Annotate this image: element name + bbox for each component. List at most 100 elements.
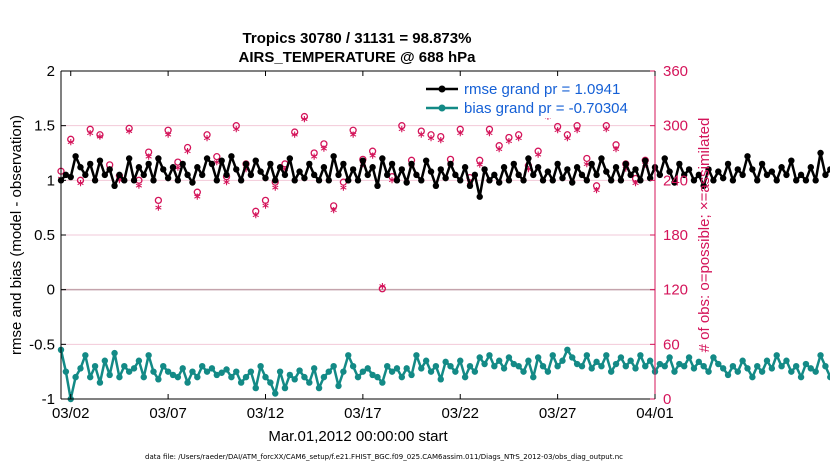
legend-bias-label: bias grand pr = -0.70304 [464, 100, 628, 117]
rmse-point [340, 160, 347, 168]
bias-point [301, 373, 308, 381]
bias-point [369, 371, 376, 379]
rmse-point [164, 174, 172, 182]
obs-possible-point [183, 143, 192, 152]
bias-point [121, 363, 128, 370]
bias-point [481, 360, 488, 368]
rmse-point [525, 155, 532, 162]
rmse-point [135, 164, 143, 171]
bias-point [442, 358, 449, 366]
rmse-point [710, 177, 717, 184]
bias-point [228, 373, 235, 381]
rmse-point [442, 174, 449, 182]
obs-possible-point [320, 140, 328, 148]
rmse-point [783, 171, 790, 179]
bias-point [812, 368, 819, 375]
rmse-point [96, 157, 104, 164]
obs-assimilated-point: * [204, 134, 211, 149]
bias-point [500, 365, 508, 372]
bias-point [783, 357, 790, 364]
bias-point [671, 368, 678, 375]
obs-possible-point [232, 122, 240, 130]
rmse-point [758, 160, 766, 168]
rmse-point [588, 160, 595, 168]
y-tick-label-right: 180 [663, 227, 688, 244]
bias-point [267, 379, 274, 386]
rmse-point [681, 171, 688, 179]
rmse-point [656, 171, 664, 179]
rmse-point [530, 171, 537, 179]
bias-point [593, 358, 600, 366]
rmse-point [422, 157, 430, 164]
rmse-point [189, 179, 196, 186]
rmse-point [130, 177, 138, 184]
obs-possible-point [583, 154, 591, 163]
obs-assimilated-point: * [165, 131, 172, 146]
y-tick-label-right: 0 [663, 391, 671, 408]
bias-point [676, 360, 683, 368]
bias-point [476, 354, 483, 361]
bias-point [208, 365, 216, 372]
bias-point [461, 373, 469, 381]
rmse-point [719, 174, 727, 182]
bias-point [544, 368, 552, 375]
bias-point [505, 354, 513, 361]
bias-point [422, 357, 430, 364]
rmse-point [82, 171, 89, 179]
y-tick-label: -0.5 [29, 336, 55, 353]
rmse-point [471, 171, 479, 179]
bias-point [802, 360, 810, 368]
obs-possible-point [573, 122, 581, 130]
obs-possible-point [505, 133, 513, 142]
obs-possible-point [125, 124, 133, 133]
rmse-point [685, 166, 693, 173]
bias-point [612, 360, 620, 368]
chart-subtitle: AIRS_TEMPERATURE @ 688 hPa [239, 49, 477, 66]
rmse-point [286, 155, 294, 162]
rmse-point [150, 177, 157, 184]
rmse-point [125, 155, 133, 162]
obs-assimilated-point: * [233, 125, 240, 140]
rmse-point [817, 149, 824, 157]
y-tick-label: -1 [42, 391, 55, 408]
bias-point [457, 357, 464, 364]
bias-point [325, 368, 332, 375]
bias-point [398, 373, 406, 381]
rmse-point [427, 168, 435, 175]
bias-point [534, 354, 542, 361]
rmse-point [160, 166, 167, 173]
rmse-point [520, 177, 527, 184]
bias-point [101, 357, 109, 364]
rmse-point [330, 153, 337, 160]
bias-point [724, 371, 732, 379]
obs-possible-point [437, 132, 445, 141]
obs-assimilated-point: * [252, 211, 259, 226]
rmse-point [408, 160, 415, 168]
rmse-point [101, 171, 109, 179]
bias-point [330, 363, 337, 370]
bias-point [603, 352, 610, 359]
rmse-point [252, 157, 259, 164]
bias-point [690, 365, 698, 372]
rmse-point [247, 171, 255, 179]
rmse-point [773, 177, 780, 184]
y-tick-label: 1 [47, 172, 55, 189]
rmse-point [788, 157, 795, 164]
rmse-point [797, 171, 805, 179]
rmse-point [729, 177, 737, 184]
x-tick-label: 03/12 [247, 405, 285, 422]
bias-point [773, 352, 780, 359]
rmse-point [257, 168, 264, 175]
rmse-point [827, 166, 830, 173]
obs-possible-point [310, 149, 318, 157]
rmse-point [432, 182, 440, 189]
bias-point [588, 365, 595, 372]
rmse-point [807, 164, 815, 171]
rmse-point [67, 173, 74, 181]
obs-assimilated-point: * [398, 125, 405, 140]
bias-point [62, 368, 70, 375]
rmse-point [155, 155, 162, 162]
bias-point [817, 352, 824, 359]
bias-point [135, 357, 143, 364]
obs-possible-point [602, 122, 610, 130]
